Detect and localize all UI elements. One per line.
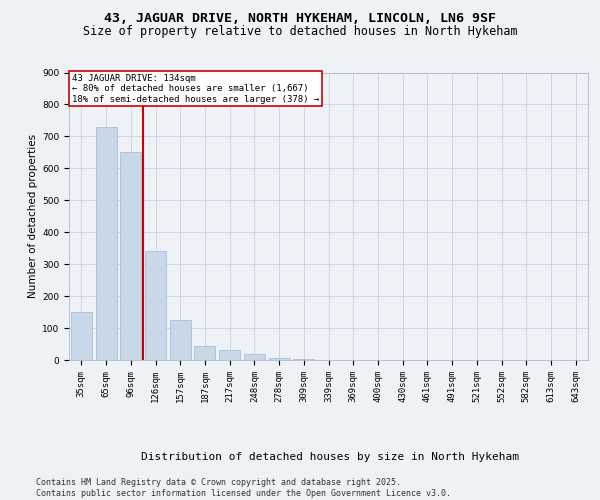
Bar <box>95 127 116 360</box>
Bar <box>219 350 240 360</box>
Bar <box>269 358 290 360</box>
Text: Size of property relative to detached houses in North Hykeham: Size of property relative to detached ho… <box>83 25 517 38</box>
Bar <box>145 252 166 360</box>
Bar <box>120 152 141 360</box>
Bar <box>170 320 191 360</box>
Bar <box>71 312 92 360</box>
Bar <box>244 354 265 360</box>
Text: 43, JAGUAR DRIVE, NORTH HYKEHAM, LINCOLN, LN6 9SF: 43, JAGUAR DRIVE, NORTH HYKEHAM, LINCOLN… <box>104 12 496 26</box>
Text: Distribution of detached houses by size in North Hykeham: Distribution of detached houses by size … <box>141 452 519 462</box>
Y-axis label: Number of detached properties: Number of detached properties <box>28 134 38 298</box>
Text: Contains HM Land Registry data © Crown copyright and database right 2025.
Contai: Contains HM Land Registry data © Crown c… <box>36 478 451 498</box>
Bar <box>194 346 215 360</box>
Text: 43 JAGUAR DRIVE: 134sqm
← 80% of detached houses are smaller (1,667)
18% of semi: 43 JAGUAR DRIVE: 134sqm ← 80% of detache… <box>71 74 319 104</box>
